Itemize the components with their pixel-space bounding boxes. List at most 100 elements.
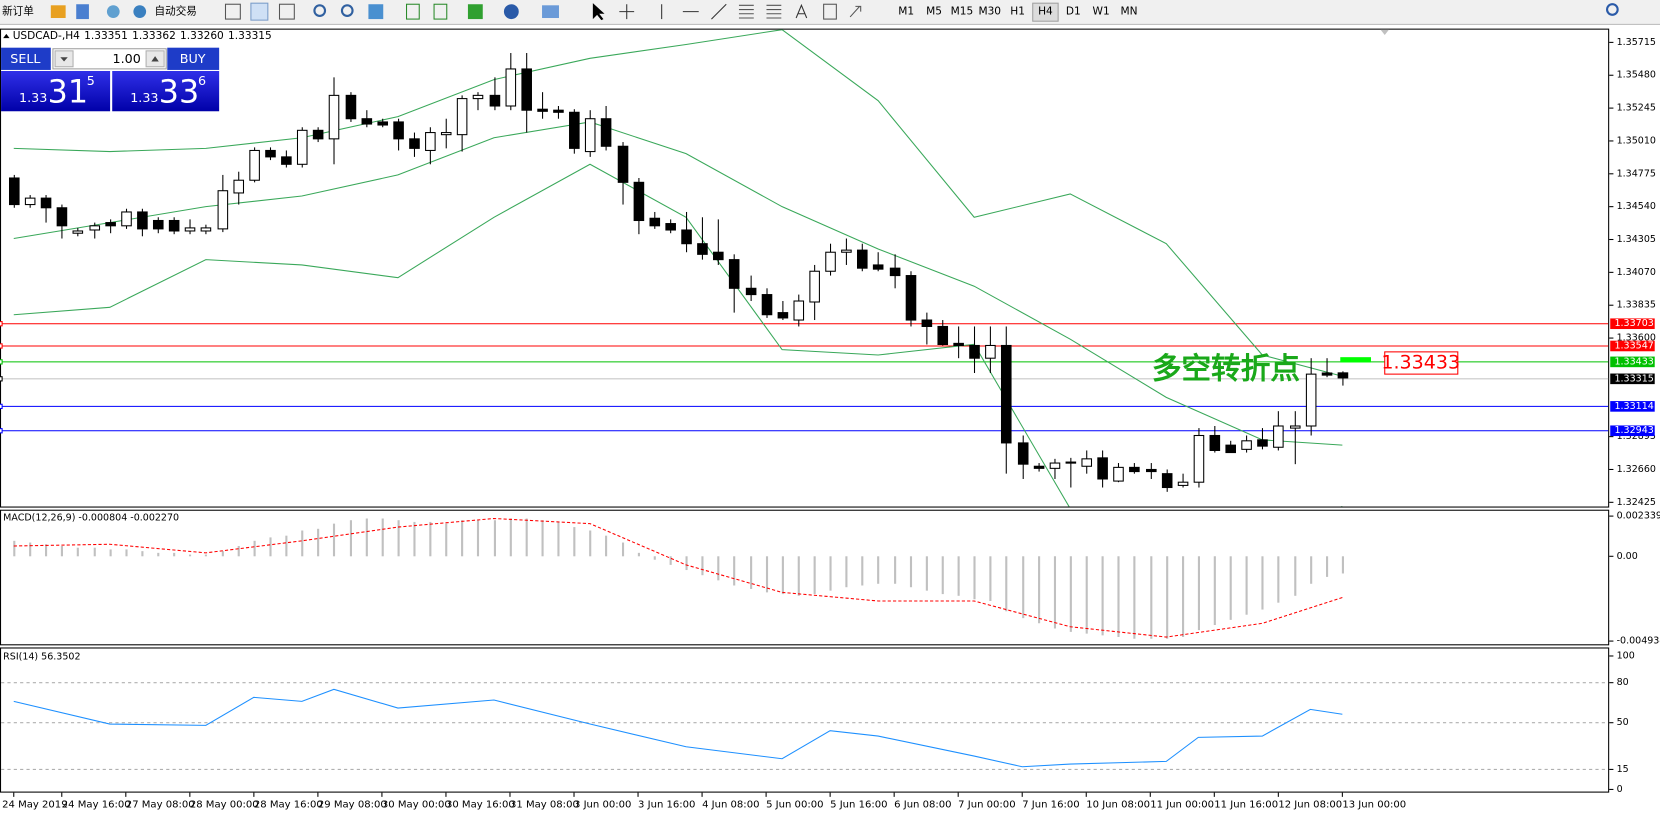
ohlc-value: 1.33260	[180, 30, 224, 42]
timeframe-button[interactable]: D1	[1066, 6, 1081, 18]
price-level-handle	[0, 428, 3, 434]
timeframe-button[interactable]: W1	[1093, 6, 1110, 18]
icon[interactable]	[592, 3, 605, 21]
icon[interactable]	[76, 4, 89, 20]
icon[interactable]	[849, 5, 862, 18]
candle-body	[345, 94, 357, 120]
buy-price-point: 6	[198, 73, 206, 88]
x-tick-label: 29 May 08:00	[318, 799, 387, 810]
sell-price-box[interactable]	[1, 70, 111, 112]
icon[interactable]	[711, 3, 727, 20]
candle-body	[809, 270, 820, 303]
price-level-tag	[1610, 401, 1655, 412]
timeframe-button[interactable]: M5	[926, 6, 942, 18]
candle-body	[217, 190, 229, 230]
icon[interactable]	[467, 4, 483, 20]
lots-value[interactable]: 1.00	[113, 51, 141, 66]
macd-pane	[0, 509, 1610, 646]
y-tick-label: 1.35715	[1617, 37, 1656, 48]
candle-body	[569, 111, 580, 149]
icon[interactable]	[313, 4, 327, 17]
candle-body	[921, 319, 933, 327]
rsi-pane	[0, 647, 1610, 793]
main-pane	[0, 28, 1610, 508]
candle-body	[856, 249, 868, 269]
icon[interactable]	[106, 5, 120, 19]
buy-price-box[interactable]	[112, 70, 220, 112]
icon[interactable]	[133, 5, 147, 19]
candle-body	[1177, 481, 1189, 486]
annotation-text: 多空转折点	[1152, 350, 1300, 385]
y-tick-label: 1.33835	[1617, 300, 1656, 311]
buy-label[interactable]: BUY	[180, 51, 206, 66]
x-tick-label: 24 May 2019	[2, 799, 67, 810]
plot-area: 1.35715 1.35480 1.35245 1.35010 1.34775 1.345…	[0, 29, 1660, 810]
price-level-tag	[1610, 425, 1655, 437]
icon[interactable]	[433, 3, 448, 20]
timeframe-button[interactable]: MN	[1120, 6, 1137, 18]
lots-input[interactable]	[52, 48, 167, 70]
timeframe-active[interactable]	[1032, 2, 1059, 22]
icon[interactable]	[619, 4, 635, 20]
candle-body	[1305, 373, 1317, 427]
timeframe-button[interactable]: H4	[1038, 6, 1053, 18]
auto-trading-button[interactable]: 自动交易	[155, 5, 197, 18]
x-tick-label: 7 Jun 00:00	[958, 799, 1015, 810]
y-tick-label: 0.002339	[1617, 511, 1660, 522]
candle-body	[8, 177, 20, 206]
y-tick-label: 15	[1617, 764, 1629, 775]
timeframe-button[interactable]: M1	[898, 6, 914, 18]
price-level-handle	[0, 343, 3, 349]
indicator-title: MACD(12,26,9) -0.000804 -0.002270	[3, 513, 179, 524]
candle-body	[1146, 468, 1157, 473]
buy-button[interactable]	[167, 47, 220, 70]
icon[interactable]	[224, 3, 241, 20]
sell-button[interactable]	[1, 47, 51, 70]
timeframe-button[interactable]: H1	[1010, 6, 1025, 18]
icon[interactable]	[340, 4, 354, 17]
y-tick-label: 1.34540	[1617, 201, 1656, 212]
ohlc-value: 1.33362	[132, 30, 176, 42]
icon[interactable]	[50, 5, 66, 19]
candle-body	[521, 68, 532, 111]
candle-body	[281, 156, 292, 165]
sell-label[interactable]: SELL	[10, 51, 41, 66]
candle-body	[681, 229, 692, 245]
icon[interactable]	[795, 3, 808, 19]
candle-body	[1241, 440, 1252, 450]
collapse-arrow[interactable]	[3, 33, 10, 39]
y-tick-label: 50	[1617, 717, 1629, 728]
x-tick-label: 31 May 08:00	[510, 799, 579, 810]
icon[interactable]	[278, 3, 295, 20]
price-level-label: 1.33547	[1614, 340, 1653, 351]
candle-body	[152, 219, 164, 230]
candle-body	[905, 275, 917, 321]
search-icon[interactable]	[1606, 3, 1619, 16]
new-order-button[interactable]: 新订单	[2, 5, 34, 18]
ohlc-value: 1.33315	[228, 30, 272, 42]
candle-body	[713, 251, 724, 261]
icon[interactable]	[406, 3, 420, 20]
candle-body	[56, 207, 68, 227]
candle-body	[425, 132, 436, 151]
candle-body	[1081, 458, 1093, 467]
timeframe-button[interactable]: M15	[951, 6, 974, 18]
annotation-price: 1.33433	[1381, 351, 1460, 373]
candle-body	[600, 118, 612, 147]
price-level-handle	[0, 359, 3, 365]
trade-panel: SELL 1.00 BUY 1.33 31 5 1.33 33 6	[1, 47, 220, 112]
icon[interactable]	[542, 5, 559, 19]
x-tick-label: 28 May 00:00	[190, 799, 259, 810]
timeframe-bar: M1 M5 M15 M30 H1 H4 D1 W1 MN	[898, 2, 1137, 22]
icon[interactable]	[766, 4, 782, 19]
timeframe-button[interactable]: M30	[978, 6, 1001, 18]
y-tick-label: 1.34070	[1617, 267, 1656, 278]
candle-body	[872, 264, 884, 270]
icon[interactable]	[823, 3, 837, 20]
icon[interactable]	[738, 4, 754, 19]
panes	[0, 28, 1610, 793]
price-level-tag	[1610, 373, 1655, 385]
icon[interactable]	[503, 4, 519, 20]
icon[interactable]	[368, 4, 384, 20]
icon[interactable]	[250, 2, 269, 21]
